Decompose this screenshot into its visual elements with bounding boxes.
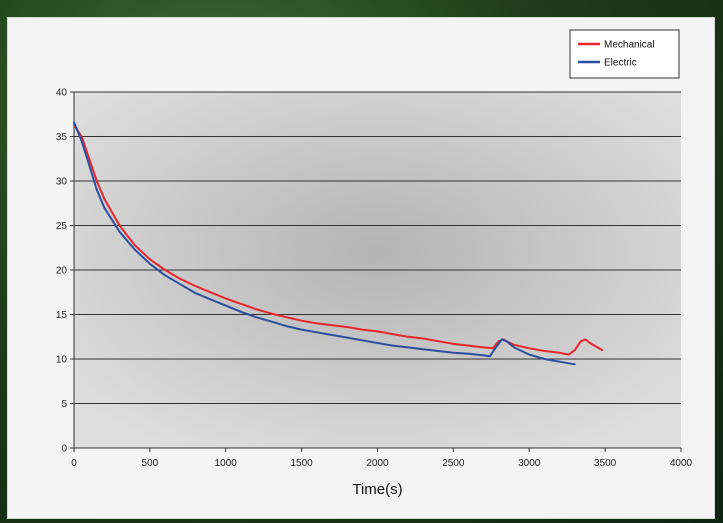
- x-tick-label: 2500: [442, 458, 465, 469]
- x-tick-label: 1000: [215, 458, 238, 469]
- legend: Mechanical Electric: [569, 29, 680, 79]
- x-axis-label: Time(s): [352, 481, 402, 498]
- x-tick-label: 4000: [670, 458, 693, 469]
- series-group: [73, 121, 604, 366]
- y-tick-label: 35: [56, 132, 68, 143]
- y-tick-label: 0: [61, 444, 67, 455]
- x-tick-label: 3000: [518, 458, 541, 469]
- tick-labels: 0 5 10 15 20 25 30 35 40 0 500 1000 1500 2000 2500 3000…: [56, 88, 693, 470]
- x-tick-label: 2000: [366, 458, 389, 469]
- y-tick-label: 15: [56, 310, 68, 321]
- x-tick-label: 3500: [594, 458, 617, 469]
- gridlines: [74, 91, 681, 449]
- x-tick-label: 0: [71, 458, 77, 469]
- legend-label-mechanical: Mechanical: [604, 40, 655, 51]
- y-tick-label: 20: [56, 266, 68, 277]
- y-tick-label: 25: [56, 221, 68, 232]
- x-tick-label: 1500: [291, 458, 314, 469]
- series-line-electric: [73, 121, 576, 366]
- legend-label-electric: Electric: [604, 58, 637, 69]
- y-tick-label: 10: [56, 355, 68, 366]
- y-tick-label: 5: [61, 399, 67, 410]
- x-tick-label: 500: [142, 458, 159, 469]
- series-line-mechanical: [73, 123, 604, 356]
- axes: [70, 91, 682, 452]
- y-tick-label: 40: [56, 88, 68, 99]
- y-tick-label: 30: [56, 177, 68, 188]
- legend-box: [569, 29, 680, 79]
